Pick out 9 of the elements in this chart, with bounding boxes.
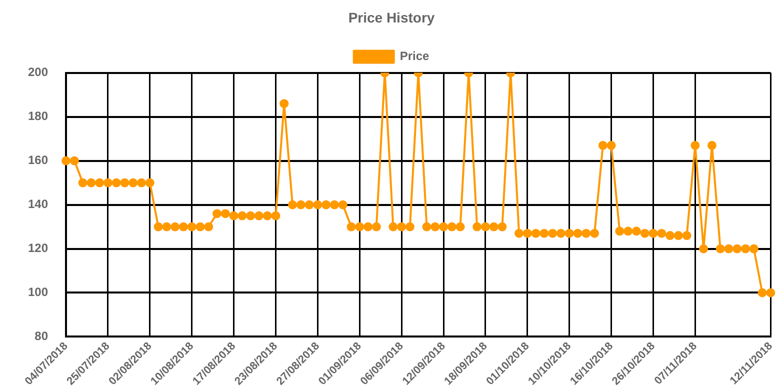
legend-label: Price [400, 49, 430, 64]
y-tick-label: 140 [28, 197, 48, 212]
y-tick-label: 100 [28, 285, 48, 300]
y-tick-label: 80 [34, 329, 48, 344]
y-tick-label: 160 [28, 153, 48, 168]
y-tick-label: 200 [28, 65, 48, 80]
y-tick-label: 120 [28, 241, 48, 256]
y-tick-label: 180 [28, 109, 48, 124]
chart-title: Price History [348, 9, 435, 26]
